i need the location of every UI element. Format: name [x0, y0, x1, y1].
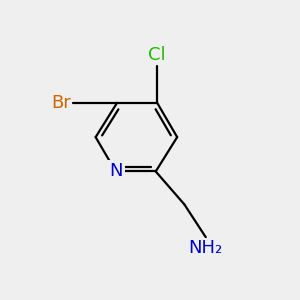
Text: NH₂: NH₂ [189, 239, 223, 257]
Text: Br: Br [52, 94, 71, 112]
Text: N: N [109, 163, 122, 181]
Text: Cl: Cl [148, 46, 166, 64]
